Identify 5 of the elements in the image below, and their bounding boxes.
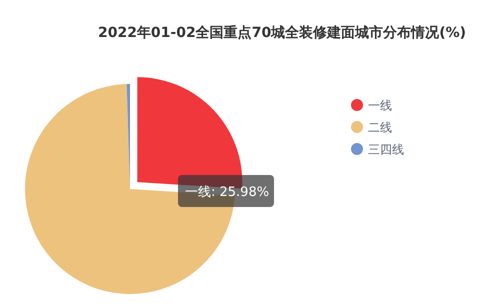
data-label: 一线: 25.98% — [185, 185, 270, 200]
chart-title: 2022年01-02全国重点70城全装修建面城市分布情况(%) — [98, 24, 466, 41]
legend-label: 三四线 — [368, 142, 404, 156]
legend-label: 二线 — [368, 120, 392, 134]
legend-label: 一线 — [368, 98, 392, 112]
